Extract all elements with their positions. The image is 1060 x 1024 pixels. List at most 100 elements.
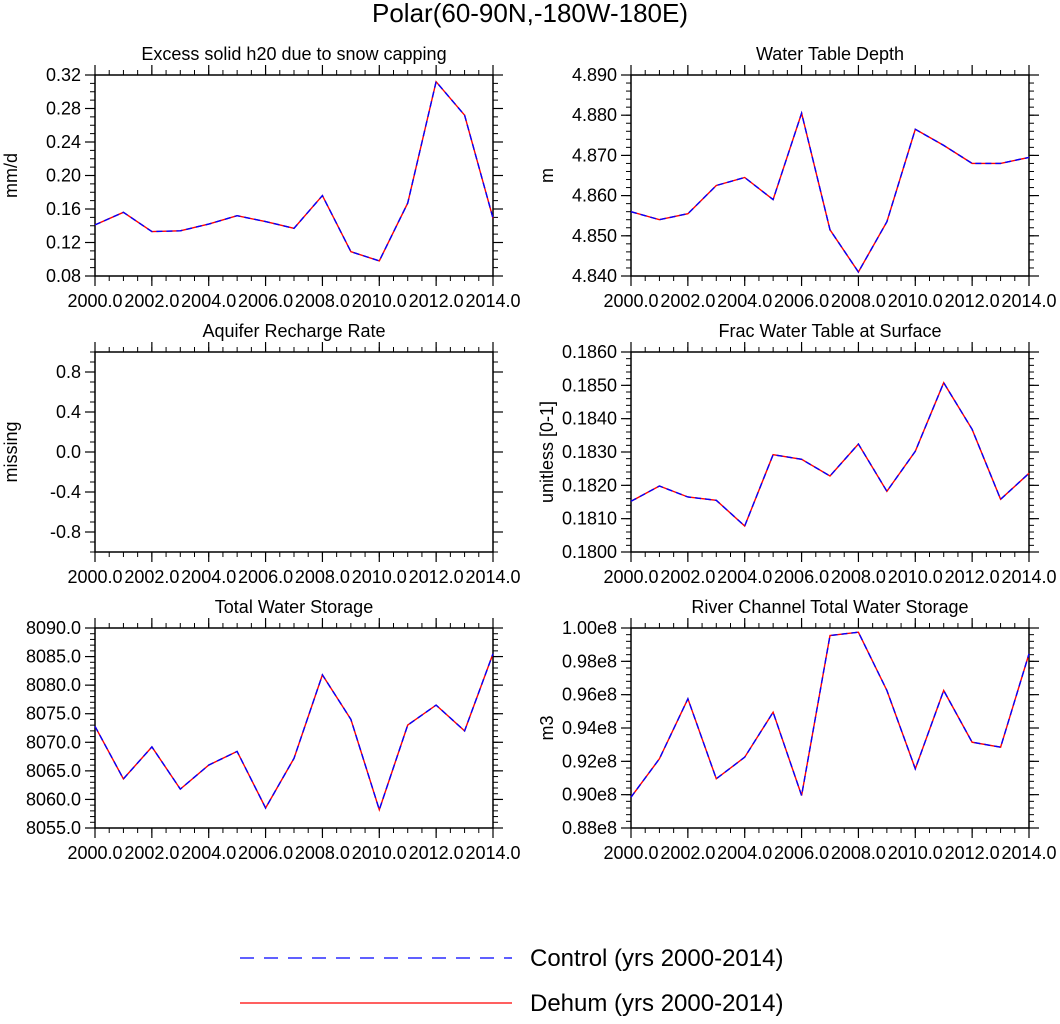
x-tick-label: 2008.0 [831, 843, 886, 863]
y-tick-label: 8085.0 [26, 647, 81, 667]
x-tick-label: 2014.0 [1001, 291, 1056, 311]
x-tick-label: 2000.0 [67, 843, 122, 863]
y-tick-label: 0.92e8 [562, 751, 617, 771]
x-tick-label: 2000.0 [67, 567, 122, 587]
y-tick-label: 0.20 [46, 166, 81, 186]
x-tick-label: 2006.0 [238, 843, 293, 863]
x-tick-label: 2010.0 [888, 291, 943, 311]
y-tick-label: 4.860 [572, 186, 617, 206]
y-tick-label: 8055.0 [26, 818, 81, 838]
series-line-dehum [94, 653, 494, 812]
x-tick-label: 2014.0 [1001, 567, 1056, 587]
series-line-control [94, 80, 494, 262]
x-tick-label: 2006.0 [238, 291, 293, 311]
x-tick-label: 2006.0 [774, 291, 829, 311]
y-tick-label: 0.1800 [562, 542, 617, 562]
x-tick-label: 2010.0 [888, 567, 943, 587]
plot-frame [94, 627, 494, 829]
plot-frame [94, 351, 494, 553]
x-tick-label: 2002.0 [124, 291, 179, 311]
y-tick-label: 0.1840 [562, 409, 617, 429]
y-axis-label: m3 [537, 715, 557, 740]
x-tick-label: 2008.0 [295, 567, 350, 587]
x-tick-label: 2000.0 [603, 567, 658, 587]
x-tick-label: 2012.0 [409, 567, 464, 587]
x-tick-label: 2000.0 [603, 291, 658, 311]
y-axis-label: unitless [0-1] [537, 401, 557, 503]
x-tick-label: 2006.0 [774, 567, 829, 587]
y-tick-label: -0.4 [50, 482, 81, 502]
x-tick-label: 2002.0 [660, 567, 715, 587]
legend-label-dehum: Dehum (yrs 2000-2014) [530, 990, 783, 1017]
y-tick-label: 8075.0 [26, 704, 81, 724]
series-line-dehum [630, 631, 1030, 798]
chart-title: Total Water Storage [215, 597, 373, 617]
series-line-dehum [94, 80, 494, 262]
series-line-control [94, 653, 494, 812]
plot-frame [630, 351, 1030, 553]
y-tick-label: 4.890 [572, 65, 617, 85]
x-tick-label: 2004.0 [717, 291, 772, 311]
x-tick-label: 2008.0 [831, 291, 886, 311]
y-tick-label: 4.870 [572, 145, 617, 165]
y-tick-label: 8080.0 [26, 675, 81, 695]
y-tick-label: -0.8 [50, 522, 81, 542]
legend: Control (yrs 2000-2014) Dehum (yrs 2000-… [240, 945, 783, 1017]
y-tick-label: 0.32 [46, 65, 81, 85]
y-tick-label: 0.4 [56, 402, 81, 422]
y-tick-label: 0.96e8 [562, 685, 617, 705]
y-tick-label: 0.88e8 [562, 818, 617, 838]
chart-title: Excess solid h20 due to snow capping [141, 44, 446, 64]
y-tick-label: 4.840 [572, 266, 617, 286]
y-tick-label: 0.1850 [562, 375, 617, 395]
y-tick-label: 0.90e8 [562, 785, 617, 805]
series-line-control [630, 110, 1030, 274]
y-tick-label: 0.16 [46, 199, 81, 219]
x-tick-label: 2004.0 [181, 291, 236, 311]
y-tick-label: 0.12 [46, 233, 81, 253]
x-tick-label: 2010.0 [352, 567, 407, 587]
x-tick-label: 2004.0 [181, 567, 236, 587]
y-tick-label: 8070.0 [26, 732, 81, 752]
x-tick-label: 2012.0 [409, 843, 464, 863]
chart-title: Frac Water Table at Surface [718, 321, 941, 341]
y-tick-label: 0.08 [46, 266, 81, 286]
legend-label-control: Control (yrs 2000-2014) [530, 945, 783, 972]
plot-frame [630, 74, 1030, 277]
x-tick-label: 2014.0 [1001, 843, 1056, 863]
x-tick-label: 2002.0 [660, 291, 715, 311]
x-tick-label: 2006.0 [238, 567, 293, 587]
x-tick-label: 2004.0 [717, 843, 772, 863]
chart-frac-water-table: Frac Water Table at Surface unitless [0-1… [537, 321, 1057, 587]
chart-excess-solid-h2o: Excess solid h20 due to snow capping mm/d… [1, 44, 521, 311]
series-line-control [630, 381, 1030, 528]
chart-aquifer-recharge-rate: Aquifer Recharge Rate missing -0.8 -0.4 0.0 0… [1, 321, 521, 587]
chart-water-table-depth: Water Table Depth m 4.840 4.850 4.860 4.870 4.… [537, 44, 1057, 311]
y-tick-label: 8060.0 [26, 789, 81, 809]
y-tick-label: 0.1820 [562, 475, 617, 495]
x-tick-label: 2006.0 [774, 843, 829, 863]
y-tick-label: 0.94e8 [562, 718, 617, 738]
x-tick-label: 2008.0 [831, 567, 886, 587]
chart-title: Water Table Depth [756, 44, 904, 64]
x-tick-label: 2014.0 [465, 567, 520, 587]
series-line-dehum [630, 381, 1030, 528]
x-tick-label: 2014.0 [465, 291, 520, 311]
y-tick-label: 0.8 [56, 362, 81, 382]
series-line-control [630, 631, 1030, 798]
x-tick-label: 2012.0 [945, 843, 1000, 863]
x-tick-label: 2010.0 [352, 843, 407, 863]
y-tick-label: 0.0 [56, 442, 81, 462]
x-tick-label: 2008.0 [295, 291, 350, 311]
y-tick-label: 0.98e8 [562, 651, 617, 671]
y-tick-label: 0.1860 [562, 342, 617, 362]
x-tick-label: 2004.0 [717, 567, 772, 587]
y-axis-label: missing [1, 421, 21, 482]
x-tick-label: 2014.0 [465, 843, 520, 863]
plot-frame [94, 74, 494, 277]
y-tick-label: 4.850 [572, 226, 617, 246]
x-tick-label: 2010.0 [888, 843, 943, 863]
series-line-dehum [630, 110, 1030, 274]
figure-title: Polar(60-90N,-180W-180E) [372, 0, 688, 28]
x-tick-label: 2000.0 [603, 843, 658, 863]
